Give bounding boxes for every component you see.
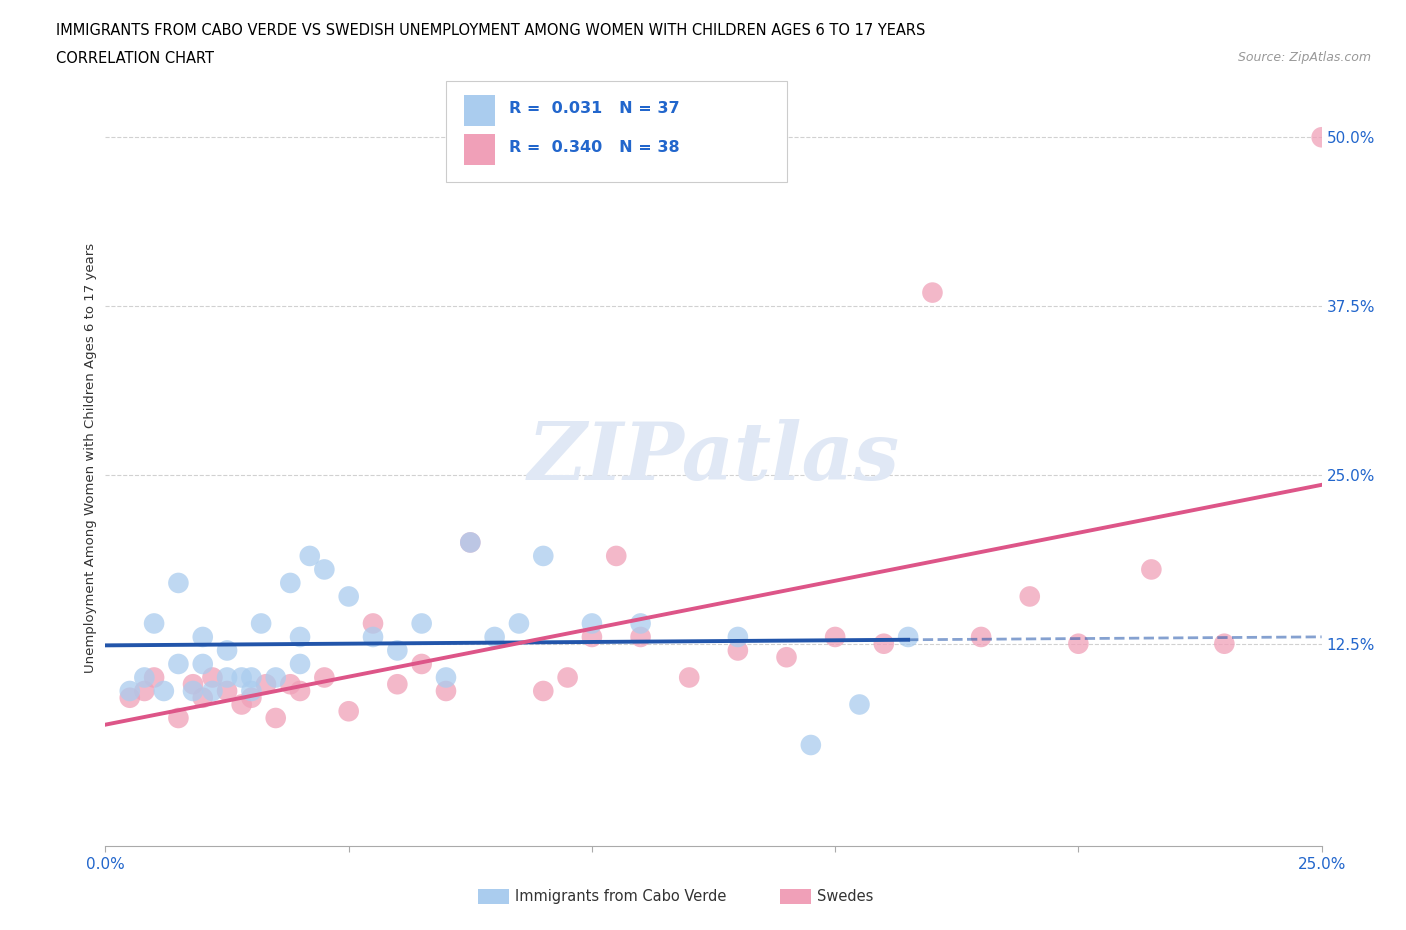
Point: [288, 684, 311, 698]
Point: [231, 670, 253, 684]
Point: [434, 684, 457, 698]
Point: [314, 670, 336, 684]
Point: [800, 737, 823, 752]
Point: [118, 690, 141, 705]
Point: [605, 549, 627, 564]
Point: [411, 616, 433, 631]
Point: [337, 704, 360, 719]
Point: [181, 677, 204, 692]
Point: [201, 670, 224, 684]
Point: [727, 630, 749, 644]
Point: [1140, 562, 1163, 577]
Text: Swedes: Swedes: [817, 889, 873, 904]
Point: [531, 549, 554, 564]
Point: [167, 657, 190, 671]
Point: [361, 630, 384, 644]
Point: [191, 657, 214, 671]
Point: [508, 616, 530, 631]
Point: [557, 670, 579, 684]
Point: [181, 684, 204, 698]
Text: CORRELATION CHART: CORRELATION CHART: [56, 51, 214, 66]
Point: [411, 657, 433, 671]
Point: [264, 670, 287, 684]
Point: [278, 677, 301, 692]
Point: [387, 643, 409, 658]
Point: [217, 684, 239, 698]
Point: [134, 670, 156, 684]
Point: [848, 698, 870, 712]
Text: Immigrants from Cabo Verde: Immigrants from Cabo Verde: [515, 889, 725, 904]
Point: [337, 589, 360, 604]
Point: [484, 630, 506, 644]
Point: [458, 535, 481, 550]
Text: R =  0.340   N = 38: R = 0.340 N = 38: [509, 140, 681, 155]
Text: IMMIGRANTS FROM CABO VERDE VS SWEDISH UNEMPLOYMENT AMONG WOMEN WITH CHILDREN AGE: IMMIGRANTS FROM CABO VERDE VS SWEDISH UN…: [56, 23, 925, 38]
Point: [970, 630, 993, 644]
Point: [298, 549, 321, 564]
Point: [458, 535, 481, 550]
Point: [143, 616, 166, 631]
Point: [201, 684, 224, 698]
Point: [531, 684, 554, 698]
Point: [775, 650, 797, 665]
Point: [118, 684, 141, 698]
Point: [921, 286, 943, 300]
Point: [254, 677, 277, 692]
Point: [361, 616, 384, 631]
FancyBboxPatch shape: [446, 82, 786, 182]
Point: [581, 616, 603, 631]
Text: Source: ZipAtlas.com: Source: ZipAtlas.com: [1237, 51, 1371, 64]
Point: [1310, 130, 1333, 145]
Point: [1067, 636, 1090, 651]
Point: [240, 690, 263, 705]
Y-axis label: Unemployment Among Women with Children Ages 6 to 17 years: Unemployment Among Women with Children A…: [84, 243, 97, 673]
Point: [167, 576, 190, 591]
Point: [143, 670, 166, 684]
Text: ZIPatlas: ZIPatlas: [527, 419, 900, 497]
Text: R =  0.031   N = 37: R = 0.031 N = 37: [509, 101, 681, 116]
Point: [434, 670, 457, 684]
Point: [314, 562, 336, 577]
Point: [581, 630, 603, 644]
Point: [1018, 589, 1040, 604]
Point: [191, 690, 214, 705]
Point: [167, 711, 190, 725]
Point: [240, 670, 263, 684]
Point: [278, 576, 301, 591]
FancyBboxPatch shape: [464, 96, 495, 126]
Point: [897, 630, 920, 644]
Point: [727, 643, 749, 658]
Point: [1213, 636, 1236, 651]
Point: [231, 698, 253, 712]
Point: [824, 630, 846, 644]
Point: [191, 630, 214, 644]
Point: [250, 616, 273, 631]
Point: [873, 636, 896, 651]
FancyBboxPatch shape: [464, 134, 495, 166]
Point: [134, 684, 156, 698]
Point: [630, 616, 652, 631]
Point: [288, 630, 311, 644]
Point: [217, 670, 239, 684]
Point: [240, 684, 263, 698]
Point: [630, 630, 652, 644]
Point: [153, 684, 176, 698]
Point: [264, 711, 287, 725]
Point: [217, 643, 239, 658]
Point: [288, 657, 311, 671]
Point: [678, 670, 700, 684]
Point: [387, 677, 409, 692]
